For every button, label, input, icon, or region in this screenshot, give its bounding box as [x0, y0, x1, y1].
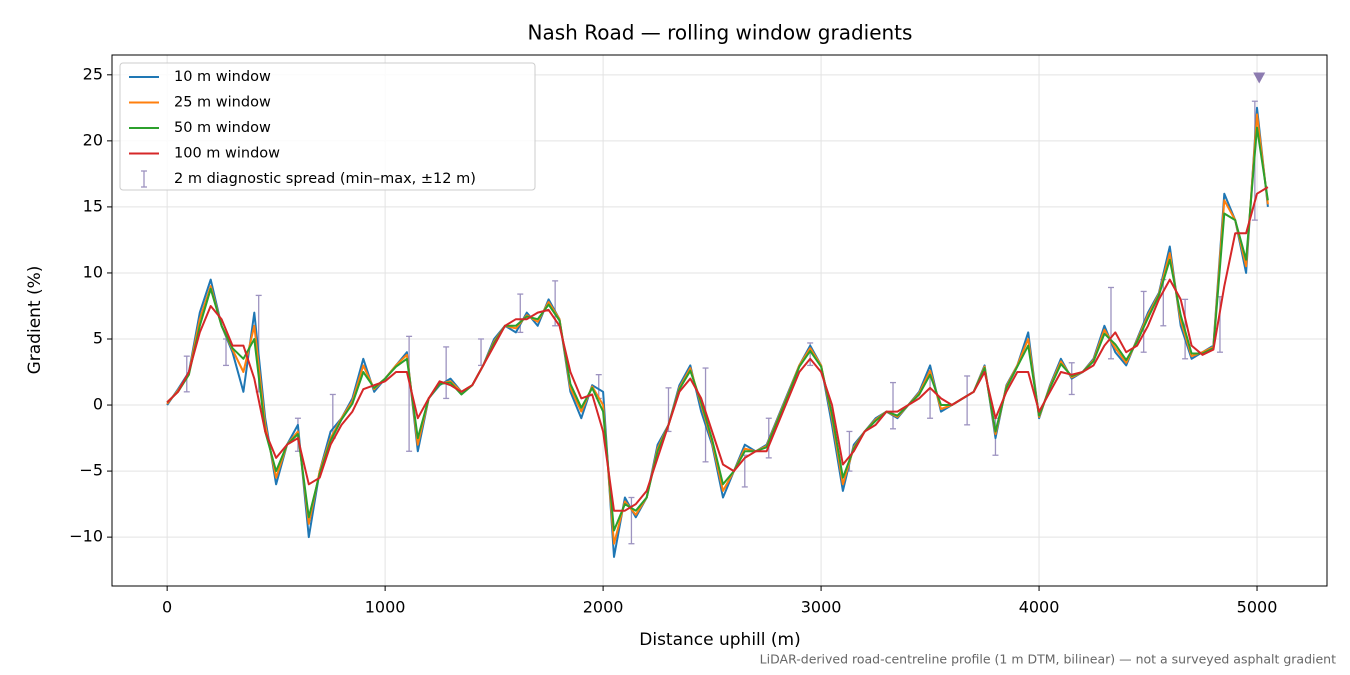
- error-bar: [1107, 286, 1114, 360]
- y-tick-label: 15: [83, 196, 103, 215]
- y-tick-label: −5: [79, 461, 103, 480]
- y-tick-label: −10: [69, 527, 103, 546]
- y-tick-label: 5: [93, 328, 103, 347]
- y-tick-label: 10: [83, 262, 103, 281]
- plot-frame: [111, 54, 1328, 587]
- x-tick-label: 4000: [1019, 598, 1060, 617]
- error-bar: [406, 335, 413, 452]
- legend-label: 100 m window: [174, 146, 280, 162]
- legend-label: 50 m window: [174, 120, 271, 136]
- footnote: LiDAR-derived road-centreline profile (1…: [760, 652, 1336, 667]
- series-line: [166, 186, 1269, 512]
- x-tick-label: 5000: [1237, 598, 1278, 617]
- y-tick-label: 0: [93, 395, 103, 414]
- peak-marker: [1253, 72, 1266, 84]
- error-bar: [964, 375, 971, 426]
- legend: 10 m window 25 m window 50 m window 100 m w…: [119, 62, 536, 191]
- legend-label: 25 m window: [174, 95, 271, 111]
- y-tick-label: 20: [83, 130, 103, 149]
- legend-box: [119, 62, 536, 191]
- legend-label: 10 m window: [174, 69, 271, 85]
- y-tick-label: 25: [83, 64, 103, 83]
- x-axis-label: Distance uphill (m): [639, 630, 800, 650]
- x-tick-label: 1000: [365, 598, 406, 617]
- legend-label: 2 m diagnostic spread (min–max, ±12 m): [174, 171, 476, 187]
- x-tick-label: 2000: [583, 598, 624, 617]
- x-tick-label: 0: [162, 598, 172, 617]
- error-bar: [443, 346, 450, 400]
- chart-title: Nash Road — rolling window gradients: [528, 21, 913, 45]
- x-tick-label: 3000: [801, 598, 842, 617]
- error-bar: [890, 381, 897, 430]
- y-axis-label: Gradient (%): [25, 266, 45, 375]
- error-bar: [628, 496, 635, 545]
